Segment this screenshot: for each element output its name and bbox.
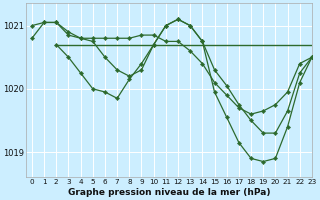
X-axis label: Graphe pression niveau de la mer (hPa): Graphe pression niveau de la mer (hPa)	[68, 188, 270, 197]
